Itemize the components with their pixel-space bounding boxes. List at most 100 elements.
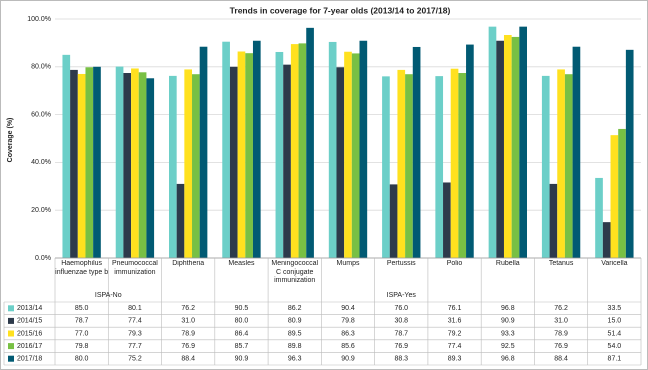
x-tick-label: Varicella	[601, 260, 628, 267]
group-label: ISPA-No	[95, 292, 122, 299]
bar	[496, 40, 504, 259]
bar	[450, 68, 459, 258]
table-cell: 31.0	[554, 318, 568, 325]
table-cell: 77.7	[128, 343, 142, 350]
table-cell: 76.9	[181, 343, 195, 350]
bar	[237, 51, 246, 259]
table-cell: 80.1	[128, 305, 142, 312]
table-cell: 85.6	[341, 343, 355, 350]
x-tick-label: Mumps	[336, 260, 360, 267]
table-cell: 77.4	[128, 318, 142, 325]
bar	[93, 66, 101, 258]
table-cell: 78.9	[181, 330, 195, 337]
bar	[85, 67, 94, 258]
bar	[328, 41, 337, 258]
bar	[169, 75, 177, 258]
bar	[435, 76, 444, 258]
bar	[123, 73, 132, 258]
table-cell: 96.3	[288, 356, 302, 363]
table-cell: 78.9	[554, 330, 568, 337]
bar	[412, 46, 421, 259]
legend-swatch	[8, 355, 14, 362]
x-tick-label-box: Meningococcal C conjugate immunization	[271, 260, 319, 284]
table-cell: 85.7	[235, 343, 249, 350]
group-label: ISPA-Yes	[387, 292, 417, 299]
bar	[176, 183, 185, 258]
table-cell: 78.7	[394, 330, 408, 337]
legend-swatch	[8, 317, 14, 324]
bar	[405, 74, 413, 258]
bar	[290, 44, 299, 258]
bar	[70, 69, 78, 258]
table-cell: 76.9	[554, 343, 568, 350]
x-tick-label-box: Tetanus	[549, 260, 574, 267]
table-cell: 90.5	[235, 305, 249, 312]
bar	[298, 43, 307, 259]
table-cell: 80.9	[288, 318, 302, 325]
bar	[138, 72, 147, 258]
bar	[184, 69, 193, 258]
bar	[595, 177, 603, 258]
bar	[306, 27, 314, 258]
bar	[618, 128, 626, 258]
table-cell: 96.8	[501, 356, 515, 363]
table-cell: 80.0	[75, 356, 89, 363]
bar	[564, 74, 573, 258]
legend-label: 2014/15	[17, 318, 42, 325]
table-cell: 77.4	[448, 343, 462, 350]
bar	[77, 73, 86, 258]
legend-swatch	[8, 330, 14, 337]
legend-label: 2017/18	[17, 356, 42, 363]
bar	[610, 135, 619, 258]
table-cell: 54.0	[608, 343, 622, 350]
table-cell: 76.1	[448, 305, 462, 312]
x-tick-label-box: Pneumococcal immunization	[111, 260, 158, 276]
x-tick-label: Haemophilus influenzae type b	[55, 260, 109, 276]
bar	[519, 26, 527, 259]
table-cell: 75.2	[128, 356, 142, 363]
table-cell: 93.3	[501, 330, 515, 337]
bar	[549, 183, 558, 258]
bar	[511, 36, 520, 258]
table-cell: 92.5	[501, 343, 515, 350]
x-tick-label: Polio	[446, 260, 463, 267]
chart-title: Trends in coverage for 7-year olds (2013…	[230, 5, 451, 15]
y-tick-label: 80.0%	[31, 64, 51, 71]
table-cell: 90.9	[235, 356, 249, 363]
bar	[222, 41, 230, 258]
legend-swatch	[8, 343, 14, 350]
bar	[602, 222, 611, 258]
bar	[336, 67, 345, 258]
bar	[62, 54, 71, 258]
bar	[443, 182, 451, 258]
table-cell: 79.3	[128, 330, 142, 337]
x-tick-label: Meningococcal C conjugate immunization	[271, 260, 319, 284]
table-cell: 76.2	[554, 305, 568, 312]
table-cell: 85.0	[75, 305, 89, 312]
bar	[252, 40, 261, 259]
x-tick-label-box: Pertussis	[387, 260, 416, 267]
table-cell: 15.0	[608, 318, 622, 325]
bar	[283, 64, 291, 258]
bar	[382, 76, 390, 258]
table-cell: 90.4	[341, 305, 355, 312]
table-cell: 89.3	[448, 356, 462, 363]
y-tick-label: 40.0%	[31, 159, 51, 166]
table-cell: 30.8	[394, 318, 408, 325]
table-cell: 90.9	[341, 356, 355, 363]
bar	[115, 66, 124, 258]
table-cell: 89.5	[288, 330, 302, 337]
bar	[199, 46, 208, 258]
bar	[458, 73, 467, 258]
x-tick-label: Pneumococcal immunization	[111, 260, 158, 276]
table-cell: 80.0	[235, 318, 249, 325]
x-tick-label-box: Rubella	[496, 260, 520, 267]
table-cell: 33.5	[608, 305, 622, 312]
bar	[229, 66, 238, 258]
bar	[503, 35, 512, 258]
bar	[344, 51, 352, 259]
bar	[146, 78, 155, 258]
table-cell: 79.2	[448, 330, 462, 337]
bar	[557, 69, 565, 258]
